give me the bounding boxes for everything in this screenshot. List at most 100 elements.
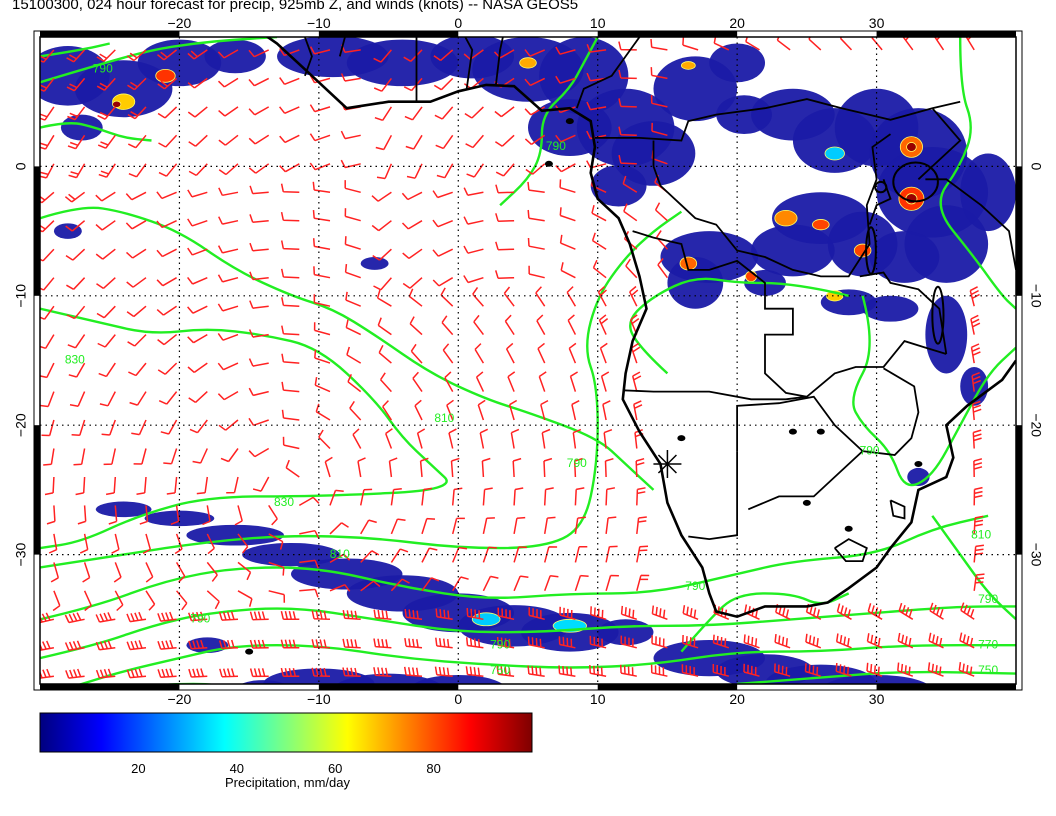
wind-barb: [170, 505, 180, 525]
precip-area: [53, 223, 82, 239]
axis-ticks: −20 −20 −10 −10 0 0 10 10 20 20 30 30 0 0 −10 −10 −20 −20…: [13, 15, 1045, 707]
wind-barb: [970, 314, 981, 335]
wind-barb: [156, 248, 177, 258]
wind-barb: [40, 277, 55, 291]
wind-barb: [188, 134, 208, 147]
wind-barb: [82, 562, 91, 583]
wind-barb: [97, 106, 116, 120]
wind-barb: [482, 575, 499, 592]
wind-barb: [743, 663, 760, 677]
frame-segment: [34, 425, 40, 555]
country-border: [889, 499, 906, 520]
wind-barb: [482, 517, 495, 535]
wind-barb: [972, 429, 982, 449]
lake-outline: [874, 180, 888, 194]
contour-label: 790: [978, 592, 998, 606]
country-border: [859, 271, 948, 355]
wind-barb: [482, 487, 493, 506]
wind-barb: [125, 248, 147, 259]
wind-barb: [279, 48, 300, 57]
wind-barb: [324, 456, 333, 478]
wind-barb: [95, 191, 116, 202]
wind-barb: [390, 487, 402, 506]
wind-barb: [450, 457, 460, 478]
wind-barb: [129, 391, 147, 406]
wind-barb: [605, 487, 616, 506]
height-contour: [499, 37, 599, 207]
wind-barb: [313, 294, 331, 307]
contour-label: 810: [434, 411, 454, 425]
wind-barb: [573, 457, 583, 478]
wind-barb: [340, 73, 361, 82]
wind-barb: [40, 362, 55, 379]
wind-barb: [390, 548, 409, 563]
wind-barb: [268, 561, 285, 576]
wind-barb: [46, 505, 56, 525]
wind-barb: [248, 49, 270, 58]
wind-barb: [73, 448, 86, 466]
wind-barb: [357, 457, 366, 478]
wind-barb: [541, 428, 551, 449]
contour-label: 790: [190, 611, 210, 625]
wind-barb: [402, 277, 423, 289]
island: [816, 428, 825, 435]
wind-barb: [279, 163, 300, 173]
wind-barb: [125, 220, 147, 230]
precip-area: [709, 43, 766, 83]
contour-label: 790: [685, 579, 705, 593]
wind-barb: [543, 457, 553, 478]
wind-barb: [280, 211, 300, 222]
wind-barb: [973, 458, 983, 478]
precip-core: [774, 209, 798, 227]
wind-barb: [101, 419, 117, 436]
wind-barb: [312, 181, 331, 194]
wind-barb: [43, 448, 55, 466]
wind-barb: [836, 603, 852, 620]
wind-barb: [127, 77, 147, 91]
wind-barb: [360, 580, 381, 592]
wind-barb: [636, 487, 646, 506]
wind-barb: [479, 428, 489, 449]
wind-barb: [166, 476, 178, 495]
wind-barb: [136, 476, 147, 495]
wind-barb: [281, 353, 300, 364]
precip-layer: [40, 37, 1016, 684]
wind-barb: [139, 505, 149, 525]
wind-barb: [566, 286, 577, 307]
wind-barb: [158, 391, 178, 405]
wind-barb: [249, 242, 269, 252]
wind-barb: [592, 259, 607, 279]
precip-core: [824, 146, 845, 161]
wind-barb: [465, 134, 484, 149]
height-contour: [77, 644, 1016, 684]
wind-barb: [682, 634, 699, 649]
wind-barb: [189, 419, 208, 434]
wind-barb: [69, 391, 86, 407]
wind-barb: [340, 130, 361, 140]
wind-barb: [311, 667, 331, 677]
wind-barb: [360, 519, 377, 535]
wind-barb: [505, 342, 515, 364]
top-x-tick-label: −20: [168, 15, 192, 31]
wind-barb: [513, 487, 524, 506]
wind-barb: [352, 428, 362, 449]
wind-barb: [187, 106, 208, 118]
wind-barb: [650, 95, 668, 108]
wind-barb: [507, 371, 516, 392]
wind-barb: [174, 533, 183, 555]
wind-barb: [157, 611, 177, 622]
precip-area: [346, 39, 459, 87]
top-x-tick-label: 0: [454, 15, 462, 31]
wind-barb: [866, 633, 883, 649]
wind-barb: [342, 667, 361, 677]
wind-barb: [71, 419, 86, 437]
wind-barb: [66, 49, 86, 63]
wind-barb: [103, 448, 117, 466]
precip-core: [112, 100, 122, 108]
wind-barb: [281, 409, 300, 421]
country-border: [632, 230, 808, 398]
wind-barb: [835, 662, 852, 677]
wind-barb: [65, 248, 86, 261]
wind-barb: [125, 191, 147, 201]
